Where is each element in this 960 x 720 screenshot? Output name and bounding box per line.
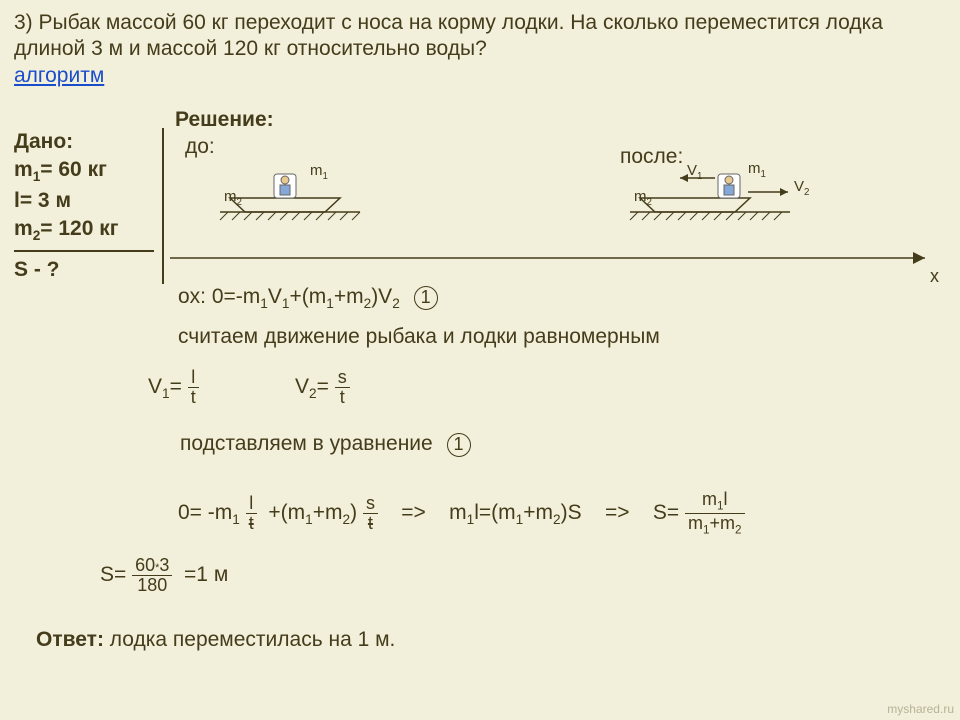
- m2-label-before: m2: [224, 188, 242, 208]
- given-l: l= 3 м: [14, 187, 154, 215]
- eq-ref-1: 1: [414, 286, 438, 310]
- m1-label-before: m1: [310, 162, 328, 182]
- v1-label: V1: [687, 162, 702, 182]
- given-m1: m1= 60 кг: [14, 156, 154, 187]
- given-block: Дано: m1= 60 кг l= 3 м m2= 120 кг S - ?: [14, 128, 164, 284]
- v1-def: V1= lt: [148, 368, 199, 407]
- given-unknown: S - ?: [14, 256, 154, 284]
- eq-ref-1b: 1: [447, 433, 471, 457]
- given-m2: m2= 120 кг: [14, 215, 154, 252]
- algorithm-link[interactable]: алгоритм: [14, 64, 104, 87]
- m1-label-after: m1: [748, 160, 766, 180]
- answer: Ответ: лодка переместилась на 1 м.: [36, 628, 395, 652]
- v2-label: V2: [794, 178, 809, 198]
- ox-equation: ox: 0=-m1V1+(m1+m2)V2 1: [178, 285, 438, 311]
- given-title: Дано:: [14, 128, 154, 156]
- x-axis: [170, 248, 940, 268]
- m2-label-after: m2: [634, 188, 652, 208]
- substitute-text: подставляем в уравнение 1: [180, 432, 471, 457]
- problem-text: 3) Рыбак массой 60 кг переходит с носа н…: [0, 0, 960, 89]
- uniform-motion-text: считаем движение рыбака и лодки равномер…: [178, 325, 660, 349]
- x-label: x: [930, 266, 939, 287]
- before-label: до:: [185, 135, 215, 159]
- solution-label: Решение:: [175, 108, 274, 132]
- v2-def: V2= st: [295, 368, 350, 407]
- watermark: myshared.ru: [887, 702, 954, 716]
- derivation-line: 0= -m1 lt +(m1+m2) st => m1l=(m1+m2)S =>…: [178, 490, 745, 537]
- calculation: S= 60*3 180 =1 м: [100, 556, 228, 595]
